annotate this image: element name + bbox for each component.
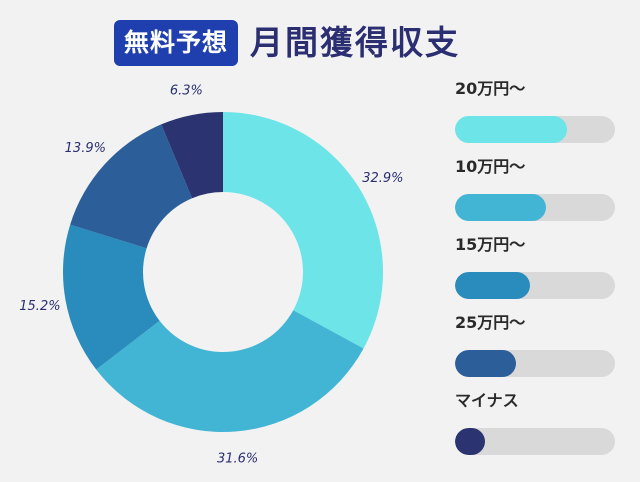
slice-percent-label-1: 31.6% bbox=[217, 451, 258, 466]
legend-label-4: マイナス bbox=[455, 391, 519, 410]
donut-slice-4 bbox=[161, 112, 223, 199]
legend-label-2: 15万円〜 bbox=[455, 235, 526, 254]
legend-item-0: 20万円〜 bbox=[455, 78, 620, 156]
legend-bar-track-4 bbox=[455, 428, 615, 455]
legend-bar-fill-4 bbox=[455, 428, 486, 455]
legend-item-2: 15万円〜 bbox=[455, 234, 620, 312]
legend-bar-track-0 bbox=[455, 116, 615, 143]
free-prediction-badge: 無料予想 bbox=[114, 20, 239, 66]
slice-percent-label-3: 13.9% bbox=[65, 141, 106, 156]
donut-slice-2 bbox=[62, 224, 160, 370]
legend-item-3: 25万円〜 bbox=[455, 312, 620, 390]
donut-chart: 32.9% 31.6% 15.2% 13.9% 6.3% bbox=[19, 84, 403, 467]
legend-label-3: 25万円〜 bbox=[455, 313, 526, 332]
legend-label-0: 20万円〜 bbox=[455, 79, 526, 98]
legend: 20万円〜 10万円〜 15万円〜 25万円〜マイナス bbox=[455, 78, 620, 468]
slice-percent-label-0: 32.9% bbox=[362, 171, 403, 186]
legend-bar-fill-1 bbox=[455, 194, 547, 221]
legend-bar-track-1 bbox=[455, 194, 615, 221]
legend-bar-fill-0 bbox=[455, 116, 567, 143]
legend-item-4: マイナス bbox=[455, 390, 620, 468]
page-title: 月間獲得収支 bbox=[250, 23, 461, 62]
chart-title: 無料予想 月間獲得収支 bbox=[114, 20, 460, 66]
donut-slice-1 bbox=[96, 310, 364, 432]
donut-slice-0 bbox=[223, 112, 383, 349]
slice-percent-label-2: 15.2% bbox=[19, 299, 60, 314]
donut-slice-3 bbox=[70, 124, 193, 249]
legend-bar-track-2 bbox=[455, 272, 615, 299]
slice-percent-label-4: 6.3% bbox=[170, 84, 203, 99]
legend-bar-fill-2 bbox=[455, 272, 531, 299]
legend-item-1: 10万円〜 bbox=[455, 156, 620, 234]
legend-label-1: 10万円〜 bbox=[455, 157, 526, 176]
legend-bar-fill-3 bbox=[455, 350, 516, 377]
legend-bar-track-3 bbox=[455, 350, 615, 377]
